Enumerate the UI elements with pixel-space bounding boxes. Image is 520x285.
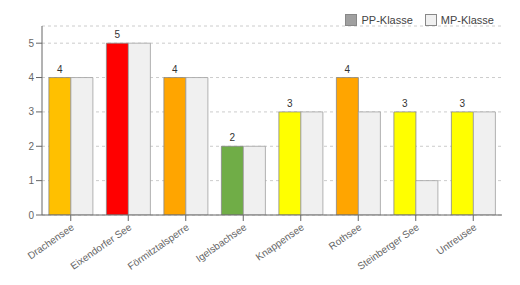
svg-text:3: 3 xyxy=(460,98,466,109)
svg-text:Steinberger See: Steinberger See xyxy=(355,221,421,272)
html-text:PP-Klasse: PP-Klasse xyxy=(361,14,413,26)
svg-text:0: 0 xyxy=(28,210,34,221)
svg-text:5: 5 xyxy=(28,38,34,49)
svg-text:5: 5 xyxy=(115,29,121,40)
svg-text:Knappensee: Knappensee xyxy=(254,221,307,262)
svg-text:4: 4 xyxy=(28,72,34,83)
svg-text:2: 2 xyxy=(28,141,34,152)
svg-text:Drachensee: Drachensee xyxy=(25,221,76,261)
svg-text:3: 3 xyxy=(287,98,293,109)
svg-text:4: 4 xyxy=(172,64,178,75)
svg-text:Rothsee: Rothsee xyxy=(327,221,364,252)
svg-text:Förmitztalsperre: Förmitztalsperre xyxy=(125,221,191,272)
svg-text:3: 3 xyxy=(402,98,408,109)
svg-text:1: 1 xyxy=(28,175,34,186)
svg-text:3: 3 xyxy=(28,106,34,117)
svg-text:4: 4 xyxy=(57,64,63,75)
svg-text:Untreusee: Untreusee xyxy=(434,221,478,257)
svg-text:Eixendorfer See: Eixendorfer See xyxy=(68,221,133,271)
html-text:MP-Klasse: MP-Klasse xyxy=(440,14,494,26)
svg-text:4: 4 xyxy=(345,64,351,75)
svg-text:2: 2 xyxy=(230,132,236,143)
svg-text:Igelsbachsee: Igelsbachsee xyxy=(194,221,249,264)
